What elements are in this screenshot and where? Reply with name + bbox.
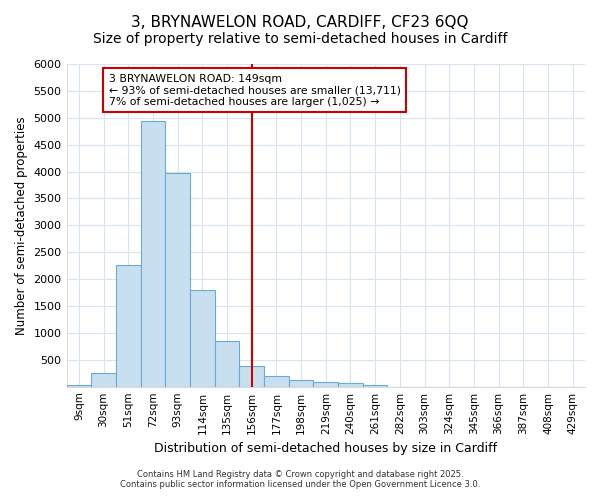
Bar bbox=[67, 385, 91, 386]
Bar bbox=[91, 372, 116, 386]
Bar bbox=[289, 380, 313, 386]
Text: Size of property relative to semi-detached houses in Cardiff: Size of property relative to semi-detach… bbox=[93, 32, 507, 46]
Bar bbox=[116, 265, 140, 386]
Bar bbox=[338, 384, 363, 386]
Bar bbox=[363, 385, 388, 386]
Text: 3 BRYNAWELON ROAD: 149sqm
← 93% of semi-detached houses are smaller (13,711)
7% : 3 BRYNAWELON ROAD: 149sqm ← 93% of semi-… bbox=[109, 74, 401, 107]
Bar bbox=[239, 366, 264, 386]
Y-axis label: Number of semi-detached properties: Number of semi-detached properties bbox=[15, 116, 28, 334]
X-axis label: Distribution of semi-detached houses by size in Cardiff: Distribution of semi-detached houses by … bbox=[154, 442, 497, 455]
Text: Contains HM Land Registry data © Crown copyright and database right 2025.
Contai: Contains HM Land Registry data © Crown c… bbox=[120, 470, 480, 489]
Bar bbox=[215, 341, 239, 386]
Bar bbox=[190, 290, 215, 386]
Bar bbox=[165, 172, 190, 386]
Text: 3, BRYNAWELON ROAD, CARDIFF, CF23 6QQ: 3, BRYNAWELON ROAD, CARDIFF, CF23 6QQ bbox=[131, 15, 469, 30]
Bar bbox=[264, 376, 289, 386]
Bar bbox=[313, 382, 338, 386]
Bar bbox=[140, 121, 165, 386]
